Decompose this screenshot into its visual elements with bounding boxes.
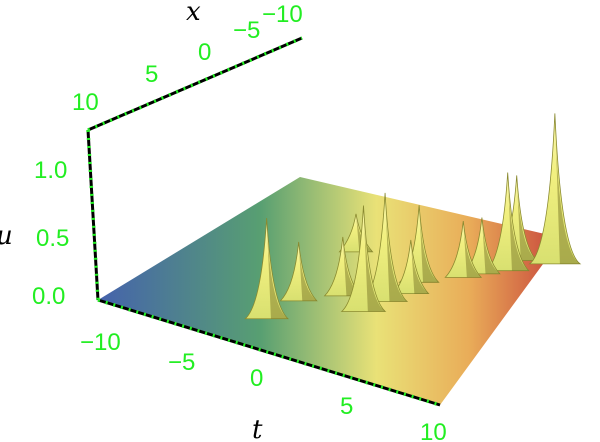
u-tick: 1.0 xyxy=(34,157,67,184)
x-ticks: 10 5 0 −5 −10 xyxy=(72,1,303,116)
u-ticks: 0.0 0.5 1.0 xyxy=(32,157,69,310)
t-tick: 10 xyxy=(420,419,447,442)
t-ticks: −10 −5 0 5 10 xyxy=(80,329,447,442)
t-tick: −5 xyxy=(168,349,195,376)
peak-shade-8 xyxy=(342,236,361,296)
u-axis-label: u xyxy=(0,221,13,251)
peak-shade-5 xyxy=(463,221,482,278)
peak-shade-10 xyxy=(385,192,408,302)
t-tick: −10 xyxy=(80,329,121,356)
x-tick: −5 xyxy=(233,17,260,44)
peak-11 xyxy=(340,205,387,312)
peak-12 xyxy=(244,217,290,320)
peak-shade-2 xyxy=(554,113,581,264)
peak-shade-1 xyxy=(516,175,537,261)
u-tick: 0.0 xyxy=(32,283,65,310)
x-axis-line xyxy=(87,36,303,132)
peak-5 xyxy=(444,221,483,278)
surface-peaks xyxy=(244,113,582,320)
peak-9 xyxy=(279,241,318,302)
x-tick: −10 xyxy=(262,1,303,28)
t-tick: 5 xyxy=(340,393,353,420)
x-tick: 5 xyxy=(145,61,158,88)
peak-2 xyxy=(528,113,582,265)
peak-shade-11 xyxy=(363,205,386,312)
peak-shade-6 xyxy=(419,205,439,283)
peak-shade-7 xyxy=(410,239,429,294)
t-axis-line xyxy=(97,298,441,407)
peak-3 xyxy=(485,172,530,272)
peak-shade-12 xyxy=(266,218,289,319)
t-axis-label: t xyxy=(252,415,263,442)
axis-box xyxy=(86,36,441,407)
peak-shade-0 xyxy=(355,213,373,252)
t-tick: 0 xyxy=(250,365,263,392)
x-tick: 10 xyxy=(72,89,99,116)
x-axis-label: x xyxy=(186,0,201,27)
peak-shade-9 xyxy=(298,241,317,301)
u-axis-line xyxy=(86,129,100,301)
peak-shade-4 xyxy=(481,217,500,274)
u-tick: 0.5 xyxy=(36,225,69,252)
peak-shade-3 xyxy=(507,172,529,271)
x-tick: 0 xyxy=(198,39,211,66)
peak-7 xyxy=(392,239,430,295)
